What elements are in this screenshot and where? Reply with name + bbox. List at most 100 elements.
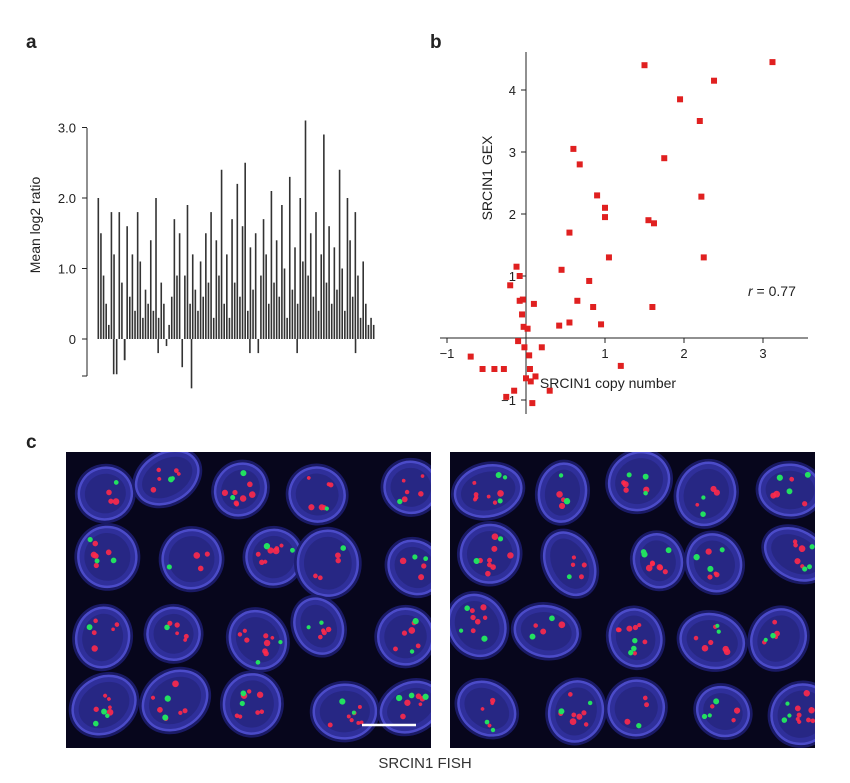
red-signal bbox=[570, 562, 576, 567]
red-signal bbox=[713, 489, 720, 496]
green-signal bbox=[642, 473, 649, 480]
cell-nucleus bbox=[72, 603, 134, 672]
green-signal bbox=[395, 694, 403, 702]
green-signal bbox=[643, 490, 648, 496]
cell-nucleus bbox=[158, 526, 225, 593]
scatter-point bbox=[574, 297, 581, 304]
red-signal bbox=[576, 713, 583, 720]
green-signal bbox=[290, 547, 295, 553]
red-signal bbox=[259, 559, 265, 566]
red-signal bbox=[272, 547, 280, 555]
green-signal bbox=[412, 618, 419, 625]
green-signal bbox=[781, 717, 788, 723]
scatter-point bbox=[661, 155, 668, 162]
red-signal bbox=[497, 490, 504, 497]
bar-chart: Mean log2 ratio 3.0 2.0 1.0 0 bbox=[27, 120, 375, 389]
red-signal bbox=[473, 492, 479, 497]
cell-nucleus bbox=[219, 670, 284, 738]
red-signal bbox=[656, 564, 663, 571]
red-signal bbox=[480, 604, 487, 611]
green-signal bbox=[86, 624, 93, 631]
green-signal bbox=[278, 639, 283, 645]
red-signal bbox=[401, 496, 408, 503]
scatter-point bbox=[566, 319, 573, 326]
red-signal bbox=[103, 693, 108, 698]
cell-nucleus bbox=[74, 463, 136, 524]
panel-label-a: a bbox=[26, 32, 37, 53]
green-signal bbox=[240, 690, 247, 697]
red-signal bbox=[558, 502, 566, 510]
green-signal bbox=[497, 498, 503, 504]
y-axis-label: SRCIN1 GEX bbox=[479, 135, 495, 220]
scatter-point bbox=[696, 118, 703, 124]
scatter-point bbox=[467, 353, 474, 360]
red-signal bbox=[710, 704, 715, 709]
green-signal bbox=[87, 536, 93, 543]
red-signal bbox=[540, 628, 547, 635]
red-signal bbox=[794, 558, 801, 565]
y-axis-label: Mean log2 ratio bbox=[27, 177, 43, 274]
red-signal bbox=[279, 543, 284, 548]
red-signal bbox=[792, 539, 798, 544]
green-signal bbox=[587, 700, 593, 706]
red-signal bbox=[233, 500, 239, 506]
red-signal bbox=[238, 714, 243, 719]
green-signal bbox=[423, 556, 429, 562]
scatter-point bbox=[598, 321, 605, 328]
y-tick-label: 2.0 bbox=[58, 191, 76, 206]
scatter-point bbox=[570, 145, 577, 152]
cell-nucleus bbox=[673, 458, 740, 529]
green-signal bbox=[473, 557, 480, 565]
x-tick-label: 1 bbox=[601, 346, 608, 361]
cell-nucleus bbox=[510, 602, 582, 661]
scatter-point bbox=[586, 277, 593, 284]
cell-nucleus bbox=[747, 605, 810, 672]
red-signal bbox=[415, 693, 422, 700]
scatter-point bbox=[516, 273, 523, 279]
red-signal bbox=[183, 633, 189, 639]
green-signal bbox=[230, 495, 236, 501]
red-signal bbox=[404, 699, 411, 706]
fish-image-left bbox=[66, 452, 431, 748]
red-signal bbox=[418, 702, 423, 707]
red-signal bbox=[469, 608, 475, 614]
cell-nucleus bbox=[629, 530, 686, 592]
red-signal bbox=[708, 639, 714, 646]
red-signal bbox=[794, 705, 801, 712]
scatter-point bbox=[507, 282, 514, 289]
red-signal bbox=[256, 691, 264, 699]
red-signal bbox=[581, 562, 587, 568]
red-signal bbox=[157, 477, 162, 481]
scatter-point bbox=[511, 387, 518, 394]
scatter-point bbox=[538, 344, 545, 351]
green-signal bbox=[409, 649, 415, 654]
red-signal bbox=[237, 632, 243, 637]
scatter-point bbox=[500, 366, 507, 372]
red-signal bbox=[486, 494, 491, 499]
green-signal bbox=[701, 495, 706, 500]
red-signal bbox=[578, 574, 584, 580]
red-signal bbox=[255, 710, 260, 715]
scatter-point bbox=[513, 263, 520, 270]
red-signal bbox=[693, 635, 699, 641]
scatter-point bbox=[526, 366, 533, 372]
green-signal bbox=[408, 692, 415, 699]
red-signal bbox=[182, 708, 188, 714]
red-signal bbox=[157, 706, 163, 713]
red-signal bbox=[642, 639, 648, 645]
red-signal bbox=[248, 491, 256, 498]
red-signal bbox=[270, 635, 275, 640]
scatter-point bbox=[558, 266, 565, 273]
red-signal bbox=[90, 551, 98, 558]
cell-nucleus bbox=[693, 683, 753, 740]
red-signal bbox=[810, 718, 815, 724]
green-signal bbox=[693, 554, 700, 561]
green-signal bbox=[763, 637, 768, 642]
red-signal bbox=[327, 722, 333, 728]
cell-nucleus bbox=[290, 594, 347, 658]
red-signal bbox=[259, 709, 265, 714]
cell-nucleus bbox=[605, 452, 674, 515]
red-signal bbox=[262, 648, 268, 654]
red-signal bbox=[637, 623, 642, 628]
red-signal bbox=[491, 545, 498, 552]
